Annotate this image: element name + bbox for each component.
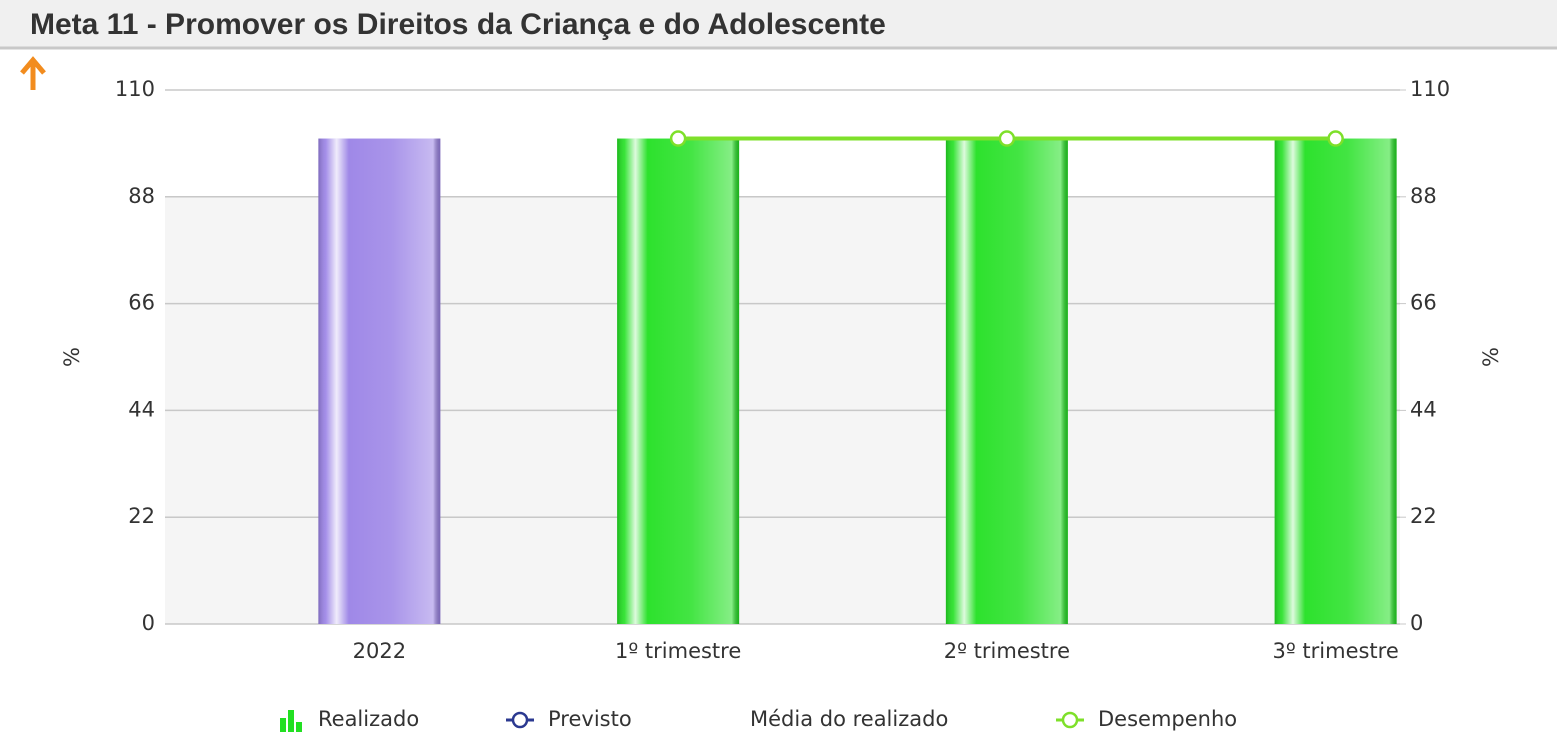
y2-tick-label: 110 — [1410, 77, 1450, 101]
legend-icon — [296, 722, 302, 732]
y-tick-label: 88 — [128, 184, 155, 208]
x-tick-label: 2022 — [353, 639, 406, 663]
page-title: Meta 11 - Promover os Direitos da Crianç… — [30, 8, 886, 41]
bar-shine — [945, 138, 1068, 624]
legend-label: Previsto — [548, 707, 632, 731]
bar-shine — [318, 138, 441, 624]
title-bar — [0, 0, 1557, 48]
legend-label: Média do realizado — [750, 707, 948, 731]
up-arrow-icon[interactable] — [20, 56, 46, 90]
legend-icon — [511, 711, 529, 729]
legend-icon — [280, 718, 286, 732]
x-tick-label: 2º trimestre — [944, 639, 1070, 663]
y-tick-label: 44 — [128, 397, 155, 421]
y2-axis-label: % — [1479, 347, 1503, 367]
legend-icon — [1061, 711, 1079, 729]
y2-tick-label: 44 — [1410, 397, 1437, 421]
y2-tick-label: 88 — [1410, 184, 1437, 208]
legend-icon — [288, 710, 294, 732]
y2-tick-label: 0 — [1410, 611, 1423, 635]
x-tick-label: 1º trimestre — [615, 639, 741, 663]
y2-tick-label: 66 — [1410, 291, 1437, 315]
line-point — [1327, 130, 1344, 147]
bar-shine — [617, 138, 740, 624]
y-tick-label: 22 — [128, 504, 155, 528]
line-point — [998, 130, 1016, 147]
line-point — [669, 130, 687, 147]
y-tick-label: 66 — [128, 291, 155, 315]
y-tick-label: 110 — [115, 77, 155, 101]
y-axis-label: % — [60, 347, 84, 367]
legend-label: Realizado — [318, 707, 419, 731]
y-tick-label: 0 — [142, 611, 155, 635]
bar-shine — [1274, 138, 1397, 624]
y2-tick-label: 22 — [1410, 504, 1437, 528]
legend-label: Desempenho — [1098, 707, 1237, 731]
x-tick-label: 3º trimestre — [1272, 639, 1398, 663]
